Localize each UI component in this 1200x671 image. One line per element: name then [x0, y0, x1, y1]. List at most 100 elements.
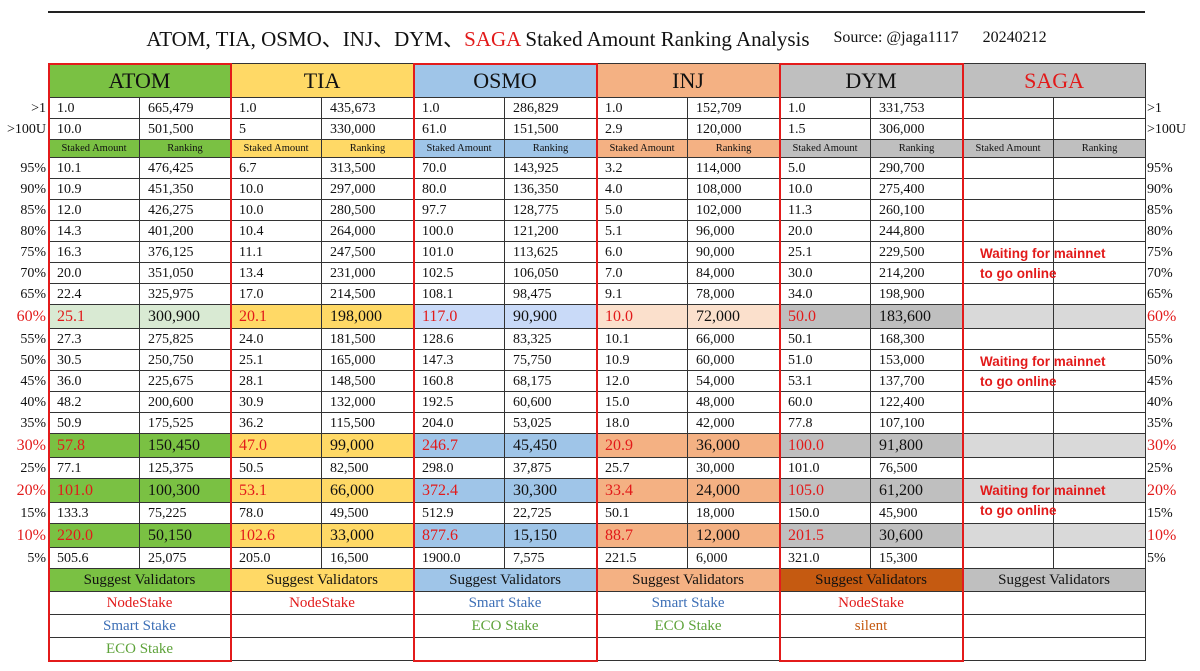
ranking-cell: 153,000: [870, 349, 964, 371]
ranking-cell: 120,000: [687, 118, 781, 140]
ranking-cell: 247,500: [321, 241, 415, 263]
ranking-cell: 30,000: [687, 457, 781, 479]
ranking-cell: 106,050: [504, 262, 598, 284]
staked-amount-cell: 108.1: [413, 283, 506, 305]
staked-amount-cell: 10.0: [779, 178, 872, 200]
row-label-right: 50%: [1147, 352, 1173, 368]
staked-amount-cell: 36.0: [48, 370, 140, 392]
staked-amount-cell: 27.3: [48, 328, 140, 350]
ranking-cell: 83,325: [504, 328, 598, 350]
staked-amount-cell: 80.0: [413, 178, 506, 200]
percentile-row: 10.9 451,350 10.0 297,000 80.0 136,350 4.0 108,…: [48, 178, 1147, 200]
ranking-cell: 476,425: [138, 157, 232, 179]
staked-amount-cell: 51.0: [779, 349, 872, 371]
row-label-left: 15%: [20, 505, 46, 521]
row-label-right: 45%: [1147, 373, 1173, 389]
staked-amount-cell: 5: [230, 118, 323, 140]
staked-amount-cell: 11.3: [779, 199, 872, 221]
staked-amount-cell: 24.0: [230, 328, 323, 350]
ranking-cell: 183,600: [870, 304, 964, 329]
validator-name: Smart Stake: [47, 614, 232, 638]
percentile-row: 77.1 125,375 50.5 82,500 298.0 37,875 25.7 30,0…: [48, 457, 1147, 479]
ranking-cell: 36,000: [687, 433, 781, 458]
staked-amount-cell: 50.1: [596, 502, 689, 524]
staked-amount-cell: 505.6: [48, 547, 140, 569]
staked-amount-cell: 14.3: [48, 220, 140, 242]
percentile-row: 14.3 401,200 10.4 264,000 100.0 121,200 5.1 96,…: [48, 220, 1147, 242]
ranking-cell: 113,625: [504, 241, 598, 263]
saga-staked-cell: [962, 523, 1055, 548]
ranking-cell: 96,000: [687, 220, 781, 242]
row-label-right: 85%: [1147, 202, 1173, 218]
percentile-row: 30.5 250,750 25.1 165,000 147.3 75,750 10.9 60,…: [48, 349, 1147, 371]
staked-amount-cell: 25.1: [779, 241, 872, 263]
ranking-cell: 225,675: [138, 370, 232, 392]
staked-amount-cell: 201.5: [779, 523, 872, 548]
staked-amount-cell: 20.0: [48, 262, 140, 284]
waiting-mainnet-note: Waiting for mainnet to go online: [980, 481, 1140, 521]
validator-name: NodeStake: [779, 591, 964, 615]
staked-amount-cell: 10.0: [596, 304, 689, 329]
saga-staked-cell: [962, 328, 1055, 350]
ranking-cell: 108,000: [687, 178, 781, 200]
row-label-left: 25%: [20, 460, 46, 476]
ranking-cell: 198,000: [321, 304, 415, 329]
ranking-cell: 137,700: [870, 370, 964, 392]
ranking-cell: 30,600: [870, 523, 964, 548]
ranking-cell: 61,200: [870, 478, 964, 503]
ranking-cell: 286,829: [504, 97, 598, 119]
saga-staked-cell: [962, 178, 1055, 200]
ranking-cell: 15,300: [870, 547, 964, 569]
validator-name: [962, 614, 1147, 638]
ranking-cell: 24,000: [687, 478, 781, 503]
percentile-row: 12.0 426,275 10.0 280,500 97.7 128,775 5.0 102,…: [48, 199, 1147, 221]
ranking-cell: 125,375: [138, 457, 232, 479]
staked-amount-cell: [962, 118, 1055, 140]
percentile-row: 101.0 100,300 53.1 66,000 372.4 30,300 33.4 24,…: [48, 478, 1147, 503]
ranking-cell: 175,525: [138, 412, 232, 434]
saga-ranking-cell: [1053, 412, 1147, 434]
saga-staked-cell: [962, 157, 1055, 179]
ranking-cell: 76,500: [870, 457, 964, 479]
saga-ranking-cell: [1053, 328, 1147, 350]
waiting-note-line1: Waiting for mainnet: [980, 482, 1106, 498]
ranking-cell: 122,400: [870, 391, 964, 413]
ranking-cell: 275,400: [870, 178, 964, 200]
staked-amount-cell: 2.9: [596, 118, 689, 140]
ranking-cell: 54,000: [687, 370, 781, 392]
ranking-cell: [1053, 118, 1147, 140]
staked-amount-cell: 101.0: [413, 241, 506, 263]
ranking-cell: 168,300: [870, 328, 964, 350]
ranking-cell: 306,000: [870, 118, 964, 140]
row-label-right: 75%: [1147, 244, 1173, 260]
ranking-cell: 114,000: [687, 157, 781, 179]
ranking-cell: 451,350: [138, 178, 232, 200]
staked-amount-cell: 10.9: [596, 349, 689, 371]
row-label-right: 95%: [1147, 160, 1173, 176]
ranking-cell: 60,000: [687, 349, 781, 371]
staked-amount-cell: [962, 97, 1055, 119]
ranking-cell: 84,000: [687, 262, 781, 284]
ranking-cell: 260,100: [870, 199, 964, 221]
ranking-cell: 665,479: [138, 97, 232, 119]
row-label-left: 90%: [20, 181, 46, 197]
percentile-row: 57.8 150,450 47.0 99,000 246.7 45,450 20.9 36,0…: [48, 433, 1147, 458]
saga-staked-cell: [962, 391, 1055, 413]
ranking-cell: 297,000: [321, 178, 415, 200]
staked-amount-cell: 88.7: [596, 523, 689, 548]
staked-amount-cell: 70.0: [413, 157, 506, 179]
ranking-cell: 68,175: [504, 370, 598, 392]
staked-amount-cell: 78.0: [230, 502, 323, 524]
staked-amount-cell: 17.0: [230, 283, 323, 305]
ranking-cell: 98,475: [504, 283, 598, 305]
validator-name: [962, 637, 1147, 661]
ranking-cell: 33,000: [321, 523, 415, 548]
ranking-cell: 401,200: [138, 220, 232, 242]
ranking-cell: 313,500: [321, 157, 415, 179]
staked-amount-cell: 53.1: [230, 478, 323, 503]
staked-amount-cell: 20.1: [230, 304, 323, 329]
ranking-cell: 18,000: [687, 502, 781, 524]
ranking-header: Ranking: [687, 139, 781, 158]
staked-amount-cell: 30.5: [48, 349, 140, 371]
staked-amount-cell: 10.4: [230, 220, 323, 242]
